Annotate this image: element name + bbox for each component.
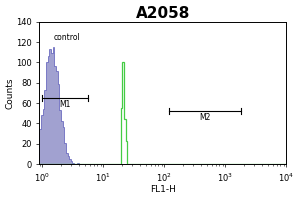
X-axis label: FL1-H: FL1-H [150,185,176,194]
Text: control: control [53,33,80,42]
Title: A2058: A2058 [136,6,190,21]
Polygon shape [39,47,286,164]
Y-axis label: Counts: Counts [6,77,15,109]
Text: M2: M2 [200,113,211,122]
Text: M1: M1 [59,100,70,109]
